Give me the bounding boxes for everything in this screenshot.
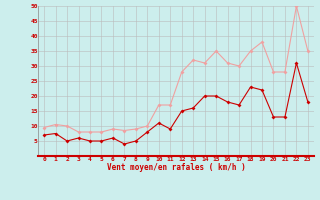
X-axis label: Vent moyen/en rafales ( km/h ): Vent moyen/en rafales ( km/h ) xyxy=(107,163,245,172)
